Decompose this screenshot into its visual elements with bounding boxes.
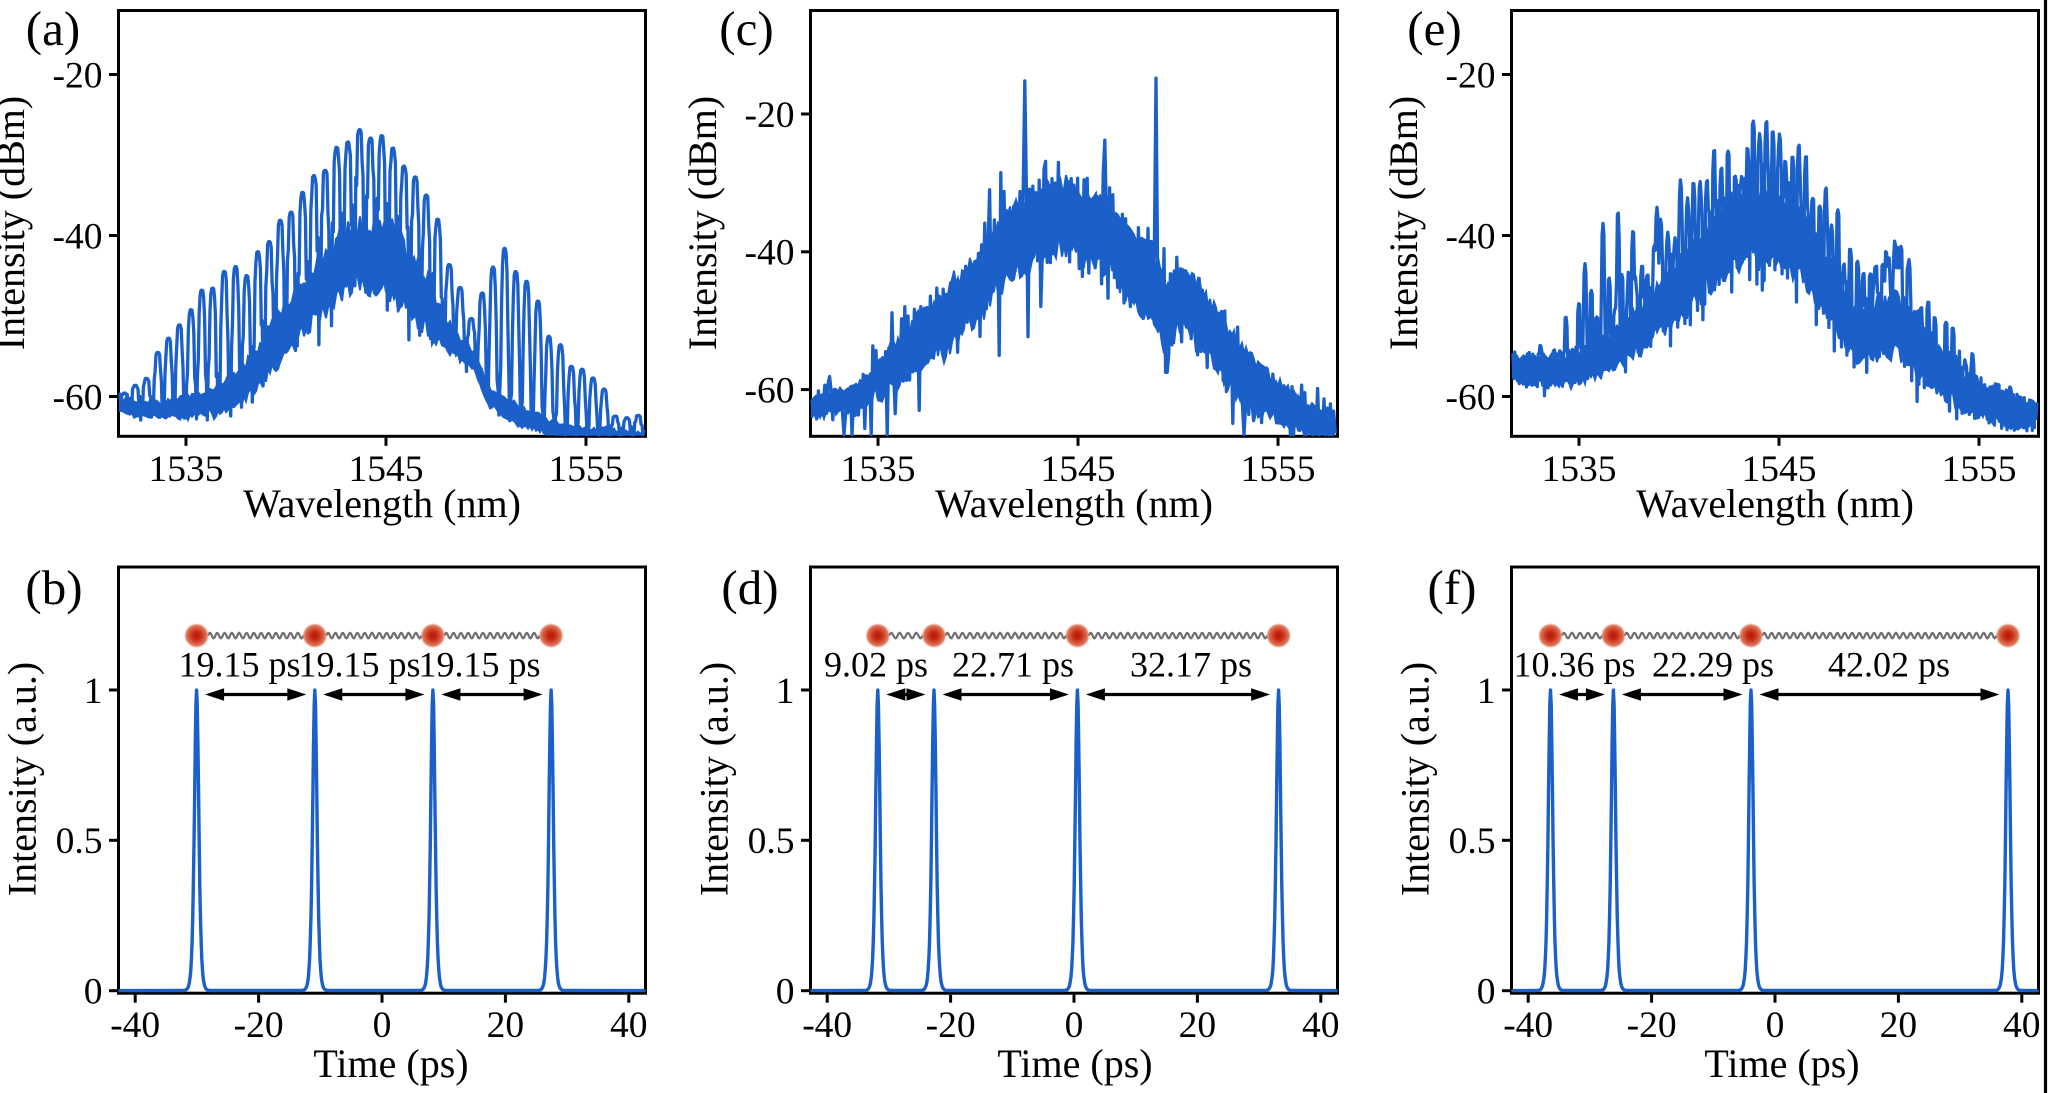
- svg-text:Intensity (dBm): Intensity (dBm): [1381, 96, 1426, 350]
- svg-text:0: 0: [1477, 972, 1496, 1013]
- svg-text:42.02 ps: 42.02 ps: [1828, 645, 1950, 685]
- svg-text:0.5: 0.5: [748, 821, 795, 862]
- svg-text:-20: -20: [1627, 1005, 1677, 1046]
- svg-text:1535: 1535: [149, 449, 224, 490]
- svg-text:1555: 1555: [549, 449, 624, 490]
- svg-text:-60: -60: [745, 370, 795, 411]
- svg-text:Wavelength (nm): Wavelength (nm): [1636, 481, 1914, 526]
- svg-text:19.15 ps: 19.15 ps: [418, 645, 540, 685]
- svg-text:-60: -60: [1446, 377, 1496, 418]
- svg-text:0.5: 0.5: [1449, 821, 1496, 862]
- svg-text:0: 0: [373, 1005, 392, 1046]
- svg-text:1545: 1545: [1742, 449, 1817, 490]
- svg-text:19.15 ps: 19.15 ps: [298, 645, 420, 685]
- svg-text:Time (ps): Time (ps): [313, 1041, 468, 1086]
- svg-text:Intensity (a.u.): Intensity (a.u.): [1393, 662, 1438, 896]
- svg-text:(d): (d): [721, 560, 778, 615]
- svg-text:40: 40: [610, 1005, 648, 1046]
- svg-text:20: 20: [1880, 1005, 1918, 1046]
- svg-text:1: 1: [84, 671, 103, 712]
- svg-text:-20: -20: [926, 1005, 976, 1046]
- svg-text:-20: -20: [234, 1005, 284, 1046]
- svg-text:22.29 ps: 22.29 ps: [1652, 645, 1774, 685]
- svg-text:22.71 ps: 22.71 ps: [952, 645, 1074, 685]
- svg-text:Wavelength (nm): Wavelength (nm): [935, 481, 1213, 526]
- svg-text:0: 0: [84, 972, 103, 1013]
- svg-text:-20: -20: [53, 55, 103, 96]
- svg-text:-40: -40: [1503, 1005, 1553, 1046]
- svg-text:(f): (f): [1428, 560, 1477, 615]
- svg-text:(c): (c): [719, 1, 773, 56]
- svg-text:-40: -40: [802, 1005, 852, 1046]
- svg-text:-20: -20: [1446, 55, 1496, 96]
- svg-text:Intensity (a.u.): Intensity (a.u.): [0, 662, 45, 896]
- svg-text:9.02 ps: 9.02 ps: [824, 645, 928, 685]
- svg-text:-40: -40: [1446, 216, 1496, 257]
- svg-text:-40: -40: [745, 233, 795, 274]
- svg-text:Time (ps): Time (ps): [997, 1041, 1152, 1086]
- svg-text:20: 20: [487, 1005, 525, 1046]
- svg-text:1555: 1555: [1241, 449, 1316, 490]
- svg-text:0: 0: [776, 972, 795, 1013]
- svg-text:1: 1: [776, 671, 795, 712]
- svg-text:1545: 1545: [349, 449, 424, 490]
- svg-text:-20: -20: [745, 95, 795, 136]
- svg-text:Time (ps): Time (ps): [1704, 1041, 1859, 1086]
- svg-text:20: 20: [1179, 1005, 1217, 1046]
- svg-text:40: 40: [2003, 1005, 2041, 1046]
- svg-text:Intensity (dBm): Intensity (dBm): [680, 96, 725, 350]
- svg-text:(e): (e): [1407, 1, 1461, 56]
- svg-text:1545: 1545: [1041, 449, 1116, 490]
- svg-text:40: 40: [1302, 1005, 1340, 1046]
- svg-text:Intensity (a.u.): Intensity (a.u.): [692, 662, 737, 896]
- svg-text:0.5: 0.5: [56, 821, 103, 862]
- svg-text:1535: 1535: [841, 449, 916, 490]
- svg-text:1555: 1555: [1942, 449, 2017, 490]
- svg-text:-40: -40: [110, 1005, 160, 1046]
- svg-text:1535: 1535: [1542, 449, 1617, 490]
- svg-text:Intensity (dBm): Intensity (dBm): [0, 96, 33, 350]
- svg-text:Wavelength (nm): Wavelength (nm): [243, 481, 521, 526]
- svg-text:32.17 ps: 32.17 ps: [1130, 645, 1252, 685]
- svg-text:-40: -40: [53, 216, 103, 257]
- svg-text:0: 0: [1065, 1005, 1084, 1046]
- svg-text:10.36 ps: 10.36 ps: [1513, 645, 1635, 685]
- svg-text:19.15 ps: 19.15 ps: [178, 645, 300, 685]
- svg-text:(b): (b): [25, 560, 82, 615]
- svg-text:0: 0: [1766, 1005, 1785, 1046]
- svg-text:1: 1: [1477, 671, 1496, 712]
- svg-text:-60: -60: [53, 377, 103, 418]
- svg-text:(a): (a): [26, 1, 80, 56]
